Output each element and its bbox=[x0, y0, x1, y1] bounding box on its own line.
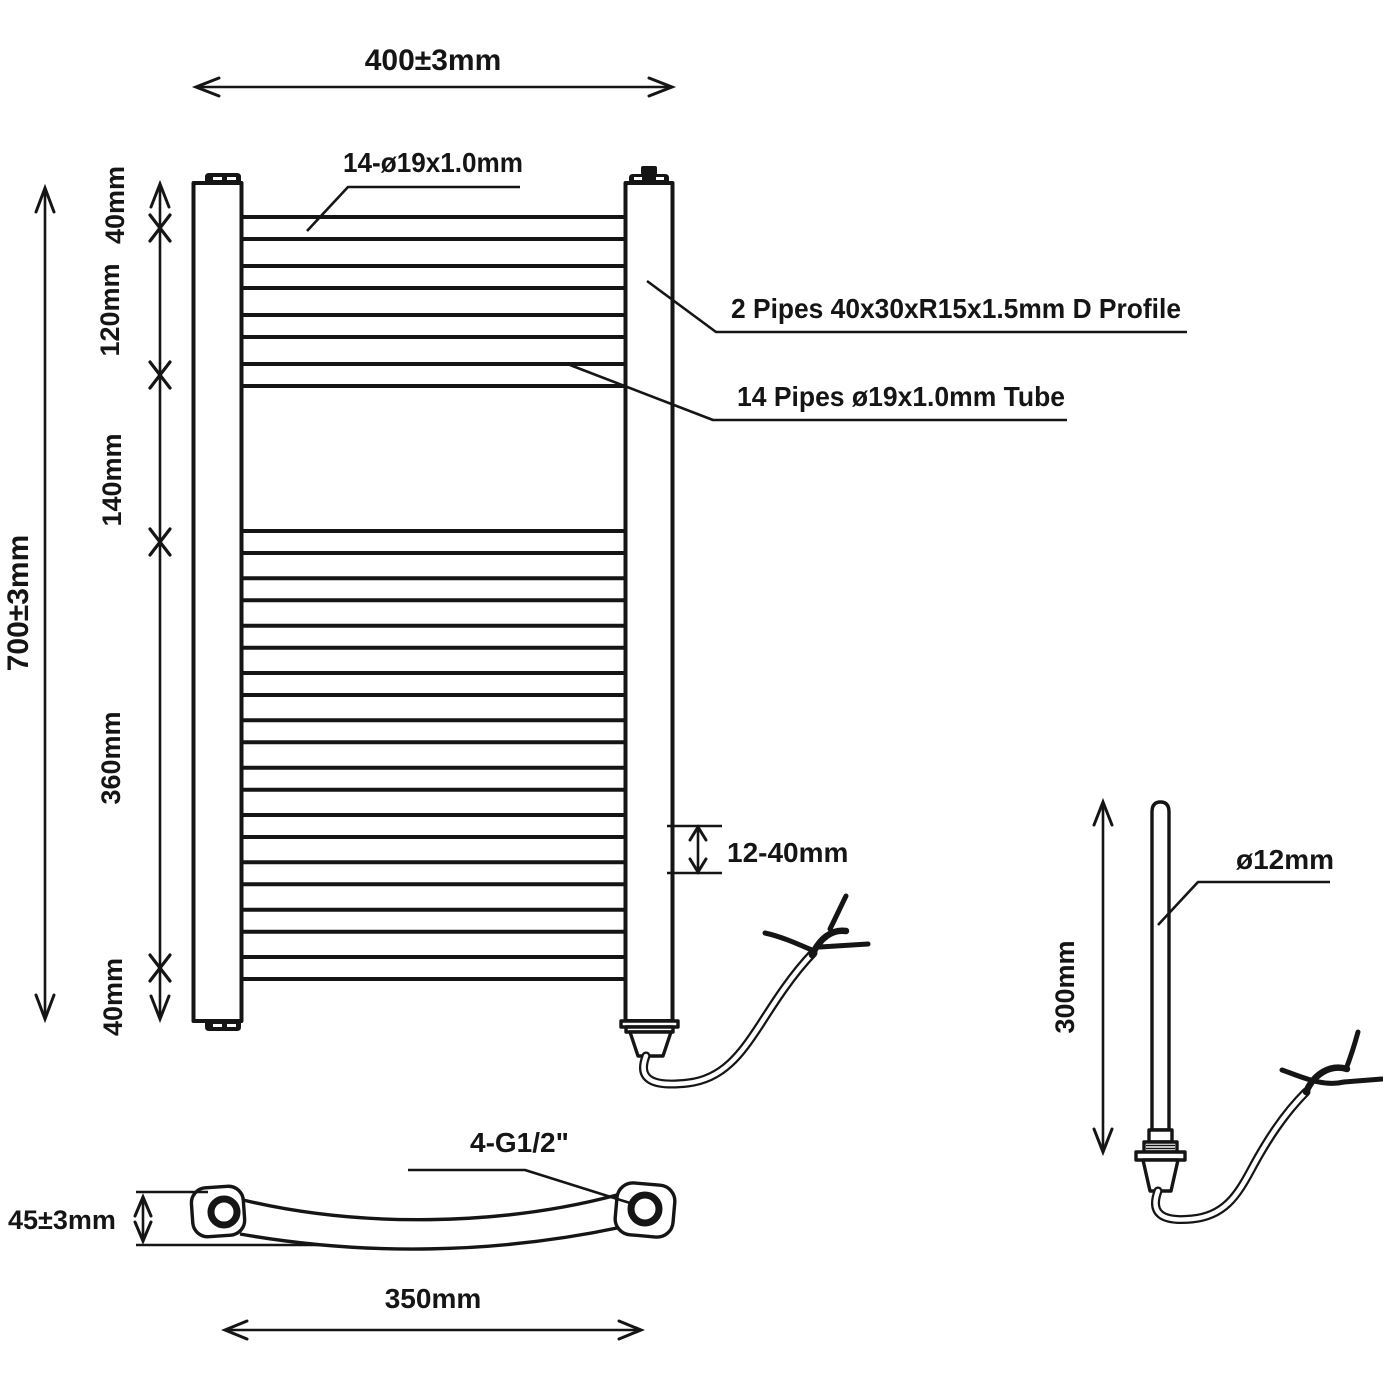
element-diameter-label: ø12mm bbox=[1236, 844, 1334, 875]
top-pipes-callout: 14-ø19x1.0mm bbox=[306, 147, 523, 232]
profile-label: 2 Pipes 40x30xR15x1.5mm D Profile bbox=[731, 293, 1181, 324]
left-connection-hole bbox=[207, 1195, 241, 1229]
rung-pipe bbox=[239, 860, 628, 887]
arrowhead-down bbox=[34, 993, 56, 1024]
segment-dim-40-bottom: 40mm bbox=[98, 958, 128, 1036]
left-rail-top-cap bbox=[205, 173, 241, 183]
height-dimension: 700±3mm bbox=[2, 183, 56, 1024]
arrowhead-left bbox=[221, 1319, 249, 1341]
front-view bbox=[191, 166, 871, 1089]
arrowhead-down bbox=[1092, 1127, 1114, 1157]
tick-marks bbox=[148, 213, 172, 983]
element-length-label: 300mm bbox=[1050, 940, 1080, 1033]
arrowhead-down bbox=[149, 994, 171, 1024]
rung-pipe bbox=[239, 264, 628, 290]
bottom-width-label: 350mm bbox=[385, 1283, 482, 1314]
segment-dim-140: 140mm bbox=[97, 433, 127, 526]
rung-pipe bbox=[239, 955, 628, 981]
bottom-view: 45±3mm 350mm 4-G1/2" bbox=[8, 1127, 677, 1341]
arrowhead-right bbox=[617, 1319, 645, 1341]
element-rod bbox=[1150, 800, 1171, 1132]
depth-dim-label: 45±3mm bbox=[8, 1205, 116, 1235]
arrowhead-down bbox=[133, 1220, 153, 1245]
element-cone bbox=[1141, 1158, 1180, 1193]
segment-dim-120: 120mm bbox=[95, 263, 125, 356]
tube-callout: 14 Pipes ø19x1.0mm Tube bbox=[569, 363, 1067, 422]
arrowhead-up bbox=[688, 824, 708, 842]
thread-callout: 4-G1/2" bbox=[408, 1127, 631, 1205]
element-diameter-callout: ø12mm bbox=[1157, 844, 1334, 926]
rung-pipe bbox=[239, 362, 628, 388]
cross-pipes bbox=[239, 215, 628, 981]
rung-pipe bbox=[239, 813, 628, 839]
arrowhead-down bbox=[688, 857, 708, 875]
right-rail-top-cap bbox=[629, 166, 669, 183]
bottom-width-dimension: 350mm bbox=[221, 1283, 645, 1341]
power-cable bbox=[639, 893, 871, 1089]
right-connection-hole bbox=[627, 1191, 663, 1227]
element-neck bbox=[1147, 1128, 1174, 1144]
arrowhead-up bbox=[149, 179, 171, 209]
top-pipes-label: 14-ø19x1.0mm bbox=[343, 147, 523, 178]
left-rail bbox=[191, 181, 244, 1023]
arrowhead-up bbox=[34, 183, 56, 214]
cable-knot bbox=[762, 893, 871, 959]
rung-pipe bbox=[239, 907, 628, 934]
width-dim-label: 400±3mm bbox=[365, 44, 502, 77]
left-rail-bottom-cap bbox=[205, 1021, 241, 1031]
arrowhead-up bbox=[133, 1193, 153, 1218]
cable-knot bbox=[1279, 1029, 1383, 1096]
pipe-spacing-label: 12-40mm bbox=[727, 837, 848, 868]
width-dimension: 400±3mm bbox=[191, 44, 677, 98]
element-cable bbox=[1151, 1029, 1383, 1225]
height-dim-label: 700±3mm bbox=[2, 535, 35, 672]
arrowhead-right bbox=[647, 76, 677, 98]
heating-element-view: 300mm ø12mm bbox=[1050, 797, 1383, 1225]
pipe-spacing-dimension: 12-40mm bbox=[667, 824, 848, 875]
arrowhead-up bbox=[1092, 797, 1114, 827]
rung-pipe bbox=[239, 215, 628, 241]
profile-callout: 2 Pipes 40x30xR15x1.5mm D Profile bbox=[646, 279, 1187, 334]
rung-pipe bbox=[239, 671, 628, 697]
depth-dimension: 45±3mm bbox=[8, 1190, 208, 1245]
tube-label: 14 Pipes ø19x1.0mm Tube bbox=[737, 381, 1065, 412]
curved-band-bottom bbox=[239, 1225, 623, 1251]
rung-pipe bbox=[239, 765, 628, 792]
arrowhead-left bbox=[191, 76, 221, 98]
element-fitting bbox=[619, 1019, 680, 1058]
thread-label: 4-G1/2" bbox=[470, 1127, 569, 1158]
rung-pipe bbox=[239, 576, 628, 603]
element-length-dimension: 300mm bbox=[1050, 797, 1114, 1157]
rung-pipe bbox=[239, 718, 628, 745]
segment-dim-40-top: 40mm bbox=[100, 166, 130, 244]
rung-pipe bbox=[239, 623, 628, 650]
rung-pipe bbox=[239, 313, 628, 339]
right-rail bbox=[623, 181, 675, 1023]
rung-pipe bbox=[239, 529, 628, 555]
segment-dim-360: 360mm bbox=[96, 711, 126, 804]
segment-dimension-chain: 40mm 120mm 140mm 360mm 40mm bbox=[95, 166, 172, 1036]
curved-band-top bbox=[242, 1193, 618, 1222]
